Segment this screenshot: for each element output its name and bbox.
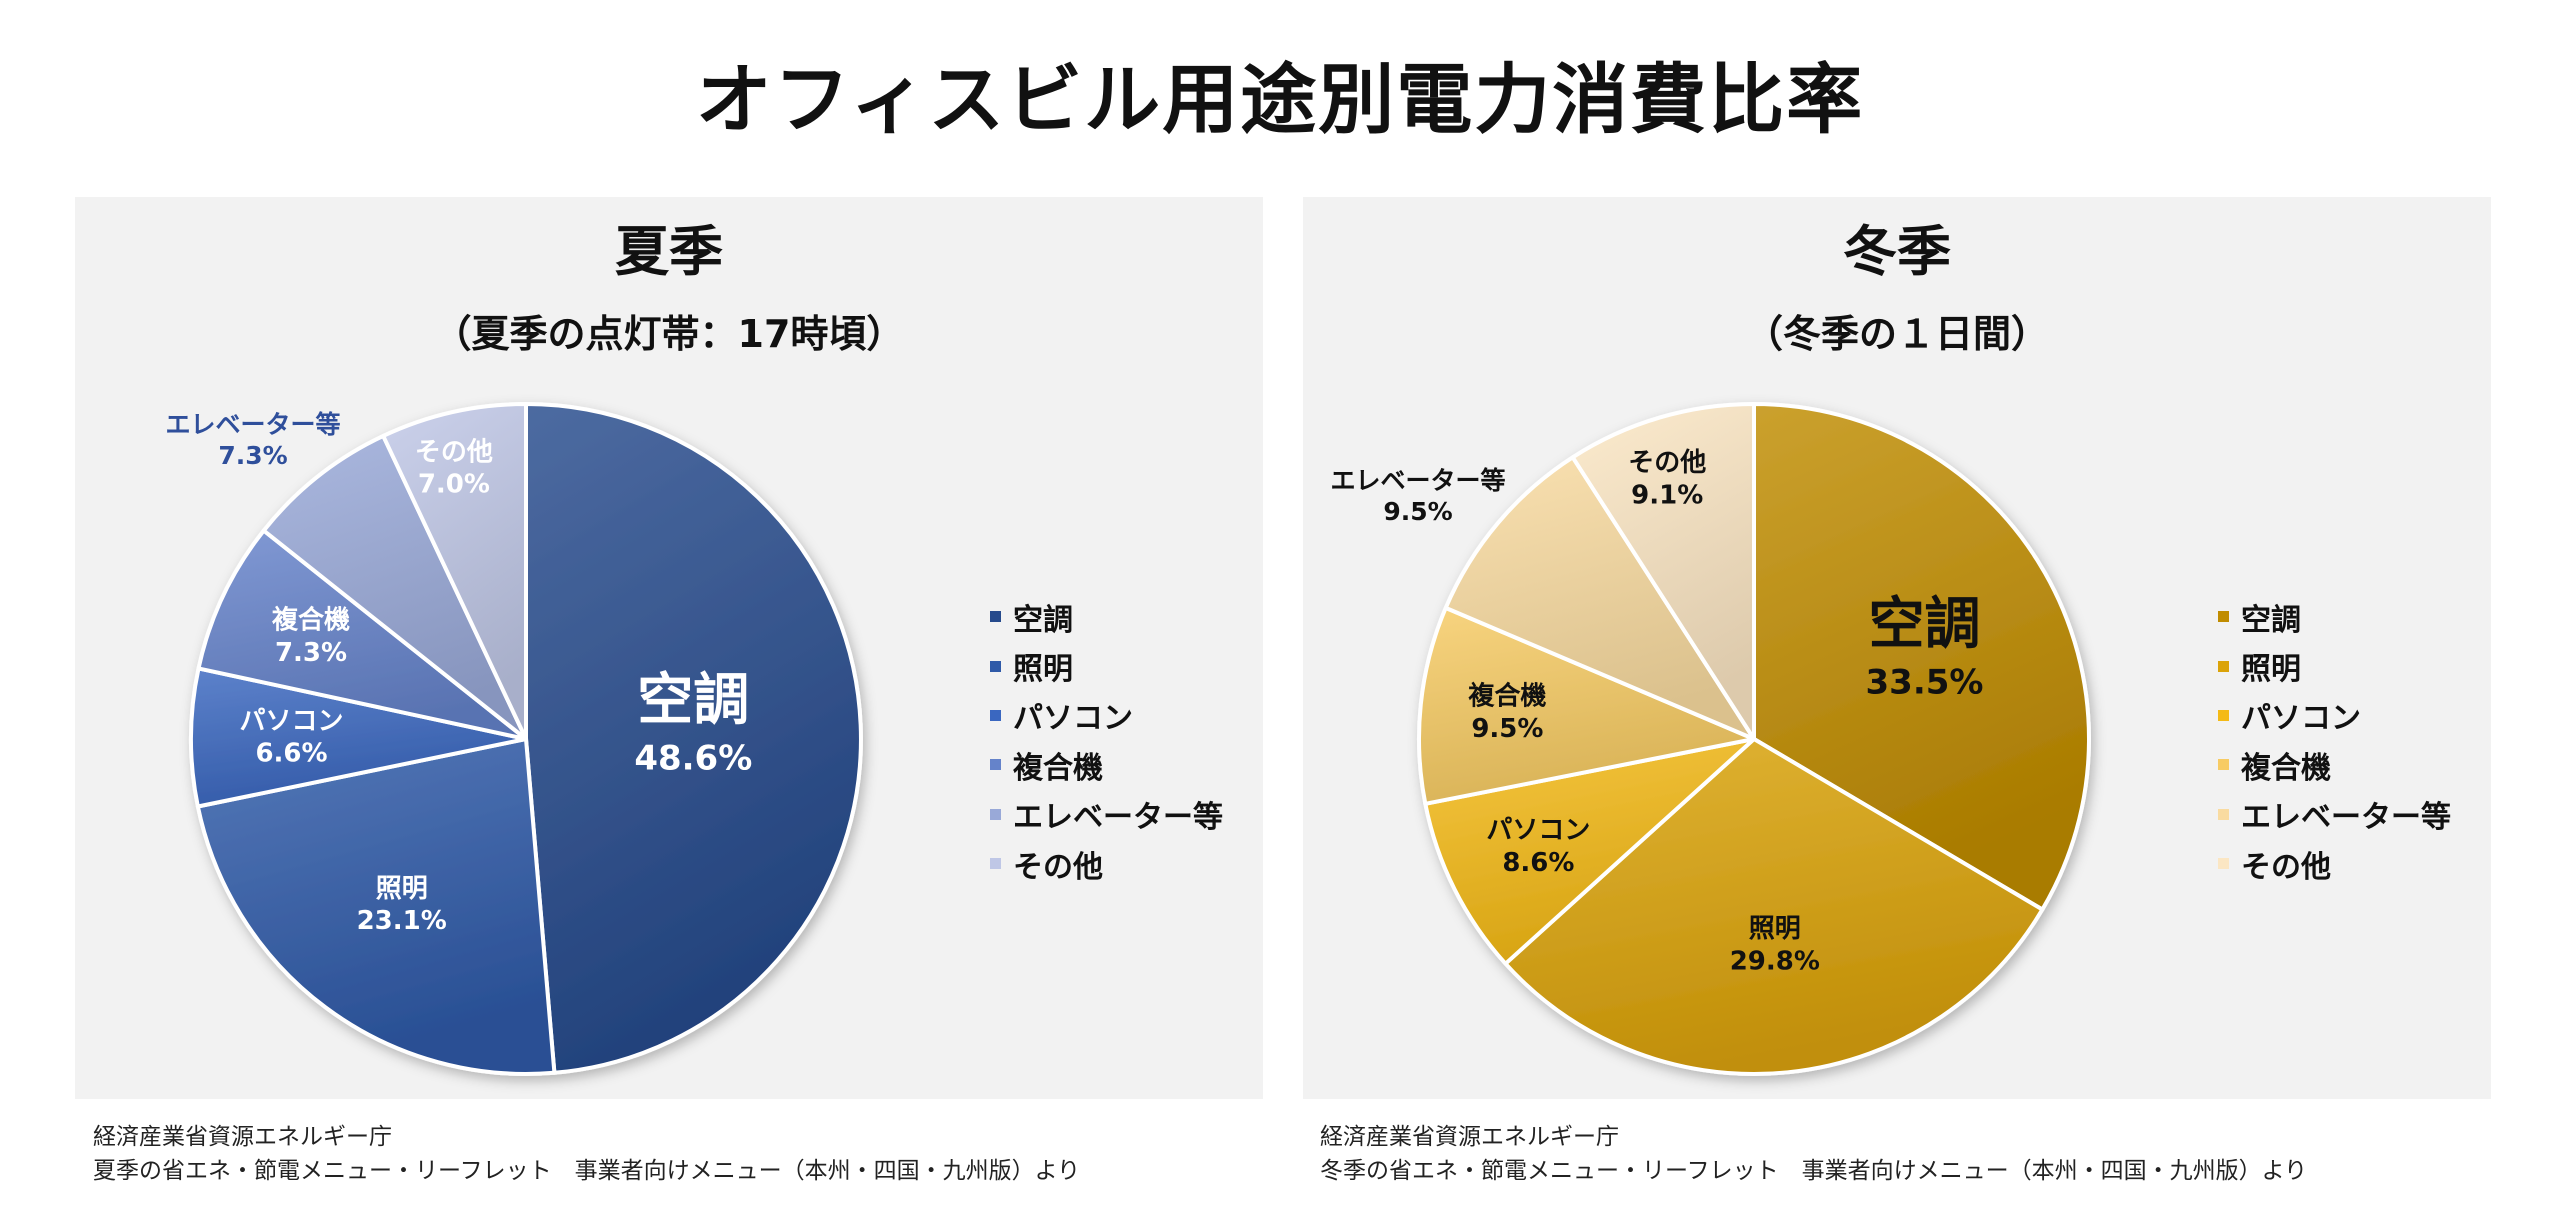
summer-slice-value-air-conditioning: 48.6% bbox=[634, 738, 752, 778]
legend-label: 複合機 bbox=[2241, 750, 2331, 786]
winter-legend-item-multifunction: 複合機 bbox=[2218, 740, 2451, 789]
winter-slice-value-air-conditioning: 33.5% bbox=[1866, 662, 1984, 702]
winter-chart-subtitle: （冬季の１日間） bbox=[1744, 312, 2049, 356]
winter-slice-label-other: その他 bbox=[1628, 448, 1706, 478]
summer-slice-other bbox=[381, 402, 528, 741]
winter-slice-label-air-conditioning: 空調 bbox=[1869, 592, 1981, 657]
winter-chart-panel: 冬季 （冬季の１日間） 空調 33.5% 照明 29.8% パソコン 8.6% 複合機 9.5… bbox=[1303, 197, 2491, 1099]
summer-slice-air-conditioning bbox=[524, 402, 863, 1075]
summer-slice-label-other: その他 bbox=[415, 437, 493, 467]
legend-swatch bbox=[2218, 808, 2229, 820]
legend-label: 空調 bbox=[1013, 602, 1073, 638]
summer-pie-chart: 空調48.6%照明23.1%パソコン6.6%複合機7.3%エレベーター等7.3%… bbox=[165, 402, 863, 1076]
summer-source-line: 夏季の省エネ・節電メニュー・リーフレット 事業者向けメニュー（本州・四国・九州版… bbox=[93, 1158, 1081, 1184]
legend-label: その他 bbox=[2241, 849, 2331, 885]
winter-slice-label-elevator: エレベーター等 bbox=[1330, 466, 1505, 495]
summer-slice-value-pc: 6.6% bbox=[255, 739, 327, 769]
winter-source-note: 経済産業省資源エネルギー庁 冬季の省エネ・節電メニュー・リーフレット 事業者向け… bbox=[1320, 1120, 2307, 1188]
summer-chart-panel: 夏季 （夏季の点灯帯：17時頃） 空調 48.6% 照明 23.1% パソコン 6.6% 複… bbox=[75, 197, 1263, 1099]
summer-source-note: 経済産業省資源エネルギー庁 夏季の省エネ・節電メニュー・リーフレット 事業者向け… bbox=[93, 1120, 1080, 1188]
summer-legend: 空調照明パソコン複合機エレベーター等 その他 bbox=[990, 592, 1223, 888]
summer-legend-item-pc: パソコン bbox=[990, 691, 1223, 740]
winter-slice-value-pc: 8.6% bbox=[1502, 848, 1574, 878]
winter-slice-air-conditioning bbox=[1752, 402, 2091, 912]
winter-slice-multifunction bbox=[1417, 605, 1756, 806]
legend-label: 照明 bbox=[2241, 652, 2301, 688]
legend-swatch bbox=[990, 759, 1001, 771]
legend-swatch bbox=[2218, 660, 2229, 672]
page-title: オフィスビル用途別電力消費比率 bbox=[695, 55, 1865, 144]
summer-slice-value-multifunction: 7.3% bbox=[275, 638, 347, 668]
legend-label: その他 bbox=[1013, 849, 1103, 885]
winter-pie-chart: 空調33.5%照明29.8%パソコン8.6%複合機9.5%エレベーター等9.5%… bbox=[1330, 402, 2091, 1076]
summer-slice-label-air-conditioning: 空調 bbox=[637, 668, 749, 733]
winter-slice-pc bbox=[1423, 737, 1756, 966]
winter-legend-item-lighting: 照明 bbox=[2218, 641, 2451, 690]
winter-legend-item-other: その他 bbox=[2218, 839, 2451, 888]
summer-slice-multifunction bbox=[196, 528, 528, 741]
summer-slice-label-elevator: エレベーター等 bbox=[165, 410, 340, 439]
legend-label: パソコン bbox=[2241, 701, 2361, 737]
winter-legend-item-air-conditioning: 空調 bbox=[2218, 592, 2451, 641]
summer-slice-elevator bbox=[261, 433, 528, 741]
summer-slice-lighting bbox=[195, 737, 557, 1076]
legend-label: 複合機 bbox=[1013, 750, 1103, 786]
summer-legend-item-elevator: エレベーター等 bbox=[990, 790, 1223, 839]
summer-slice-label-lighting: 照明 bbox=[376, 874, 428, 904]
legend-label: エレベーター等 bbox=[2241, 800, 2451, 836]
winter-slice-label-pc: パソコン bbox=[1486, 816, 1590, 846]
winter-slice-lighting bbox=[1503, 737, 2045, 1076]
legend-label: エレベーター等 bbox=[1013, 800, 1223, 836]
winter-legend: 空調照明パソコン複合機エレベーター等 その他 bbox=[2218, 592, 2451, 888]
legend-swatch bbox=[2218, 858, 2229, 870]
winter-source-line: 冬季の省エネ・節電メニュー・リーフレット 事業者向けメニュー（本州・四国・九州版… bbox=[1320, 1158, 2308, 1184]
legend-swatch bbox=[2218, 709, 2229, 721]
legend-swatch bbox=[2218, 759, 2229, 771]
summer-legend-item-lighting: 照明 bbox=[990, 641, 1223, 690]
winter-slice-other bbox=[1570, 402, 1756, 741]
winter-slice-value-other: 9.1% bbox=[1631, 480, 1703, 510]
winter-slice-label-lighting: 照明 bbox=[1749, 914, 1801, 944]
legend-swatch bbox=[990, 858, 1001, 870]
summer-legend-item-multifunction: 複合機 bbox=[990, 740, 1223, 789]
legend-swatch bbox=[990, 611, 1001, 623]
legend-swatch bbox=[990, 808, 1001, 820]
winter-chart-title: 冬季 bbox=[1843, 220, 1951, 283]
summer-chart-subtitle: （夏季の点灯帯：17時頃） bbox=[433, 312, 905, 356]
winter-slice-elevator bbox=[1443, 455, 1756, 741]
legend-label: パソコン bbox=[1013, 701, 1133, 737]
legend-label: 照明 bbox=[1013, 652, 1073, 688]
summer-legend-item-air-conditioning: 空調 bbox=[990, 592, 1223, 641]
summer-chart-title: 夏季 bbox=[615, 220, 723, 283]
winter-slice-value-lighting: 29.8% bbox=[1730, 946, 1820, 976]
legend-swatch bbox=[2218, 611, 2229, 623]
winter-slice-value-multifunction: 9.5% bbox=[1471, 714, 1543, 744]
summer-slice-label-multifunction: 複合機 bbox=[272, 605, 350, 636]
summer-legend-item-other: その他 bbox=[990, 839, 1223, 888]
summer-slice-value-other: 7.0% bbox=[418, 470, 490, 500]
summer-slice-value-lighting: 23.1% bbox=[357, 906, 447, 936]
legend-swatch bbox=[990, 709, 1001, 721]
legend-label: 空調 bbox=[2241, 602, 2301, 638]
summer-slice-label-pc: パソコン bbox=[239, 706, 343, 736]
winter-slice-value-elevator: 9.5% bbox=[1383, 497, 1452, 526]
summer-source-line: 経済産業省資源エネルギー庁 bbox=[93, 1124, 392, 1150]
winter-legend-item-elevator: エレベーター等 bbox=[2218, 790, 2451, 839]
winter-source-line: 経済産業省資源エネルギー庁 bbox=[1320, 1124, 1619, 1150]
legend-swatch bbox=[990, 660, 1001, 672]
summer-slice-pc bbox=[189, 666, 528, 809]
winter-slice-label-multifunction: 複合機 bbox=[1468, 681, 1546, 712]
winter-legend-item-pc: パソコン bbox=[2218, 691, 2451, 740]
summer-slice-value-elevator: 7.3% bbox=[218, 441, 287, 470]
